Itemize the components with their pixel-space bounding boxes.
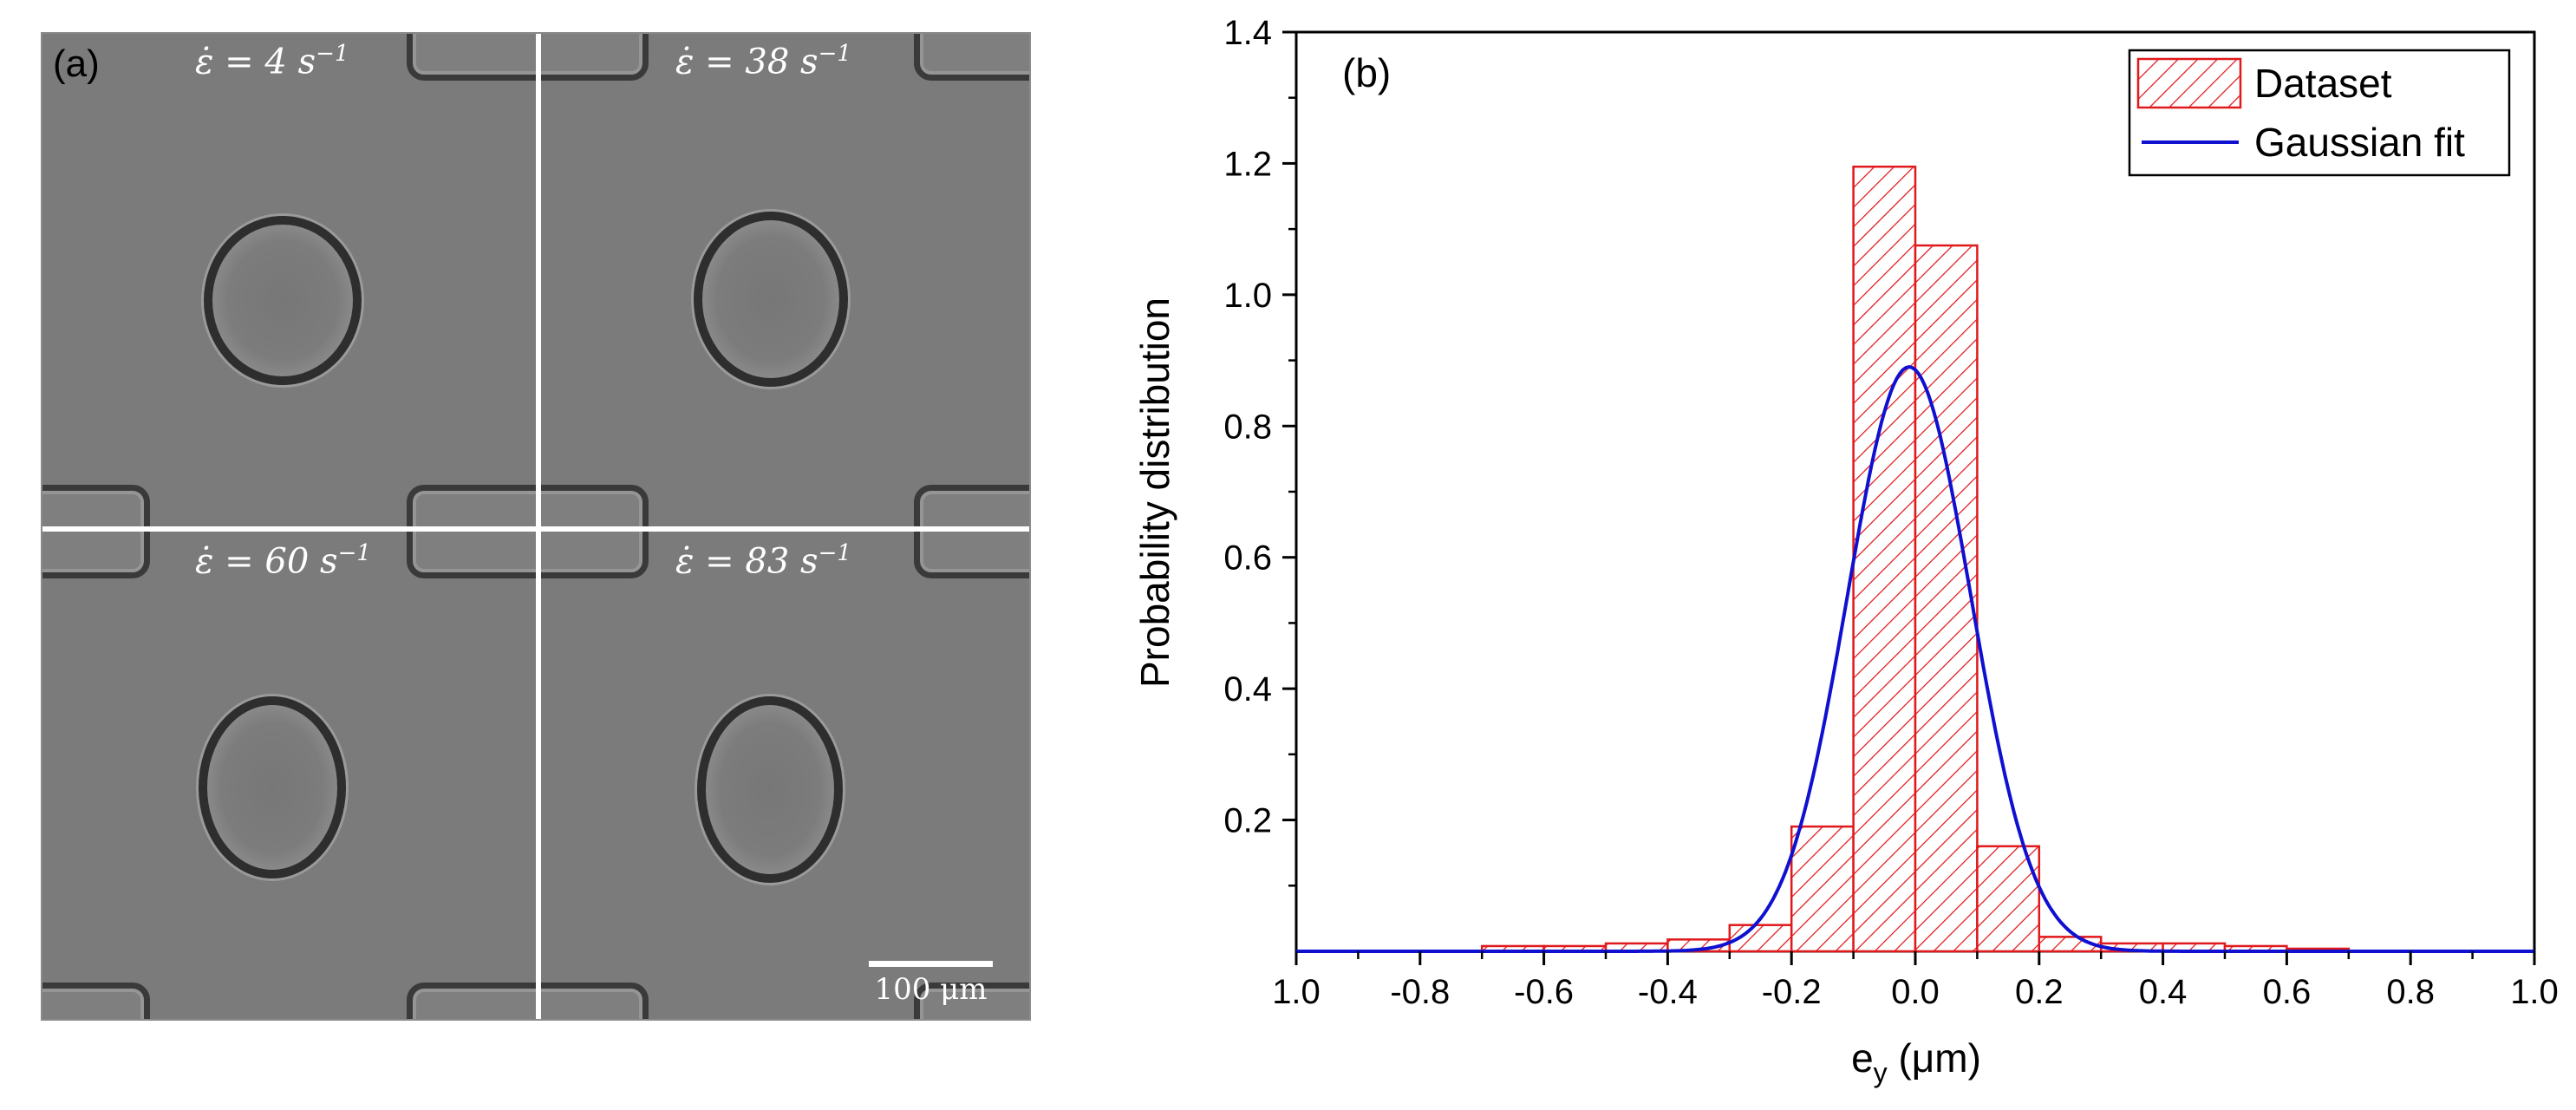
scale-bar	[869, 961, 993, 967]
x-axis-label-unit: (μm)	[1888, 1035, 1981, 1081]
legend-label-dataset: Dataset	[2254, 61, 2392, 106]
pillar	[541, 34, 649, 81]
x-tick-label: 0.6	[2263, 973, 2312, 1011]
x-tick-label: 1.0	[2510, 973, 2559, 1011]
x-tick-label: 0.0	[1891, 973, 1940, 1011]
x-tick-label: -0.6	[1514, 973, 1574, 1011]
pillar	[914, 485, 1029, 527]
strain-rate-label: ε̇ = 4 s−1	[195, 41, 349, 82]
droplet	[199, 696, 346, 878]
x-axis-label-main: e	[1851, 1035, 1874, 1081]
y-tick-label: 1.0	[1223, 277, 1272, 315]
droplet	[694, 212, 848, 387]
droplet	[697, 696, 843, 883]
x-tick-label: 0.4	[2139, 973, 2188, 1011]
pillar	[407, 485, 536, 527]
pillar	[914, 983, 1029, 1019]
histogram-bar	[1852, 165, 1917, 953]
legend-swatch-dataset	[2136, 57, 2242, 109]
pillar	[541, 532, 649, 578]
strain-rate-label: ε̇ = 83 s−1	[675, 540, 851, 582]
panel-a-label: (a)	[53, 42, 100, 85]
pillar	[914, 34, 1029, 81]
pillar	[42, 983, 150, 1019]
panel-divider-horizontal	[42, 526, 1029, 532]
histogram-bar	[1790, 825, 1855, 953]
pillar	[407, 34, 536, 81]
legend: Dataset Gaussian fit	[2128, 49, 2511, 177]
x-tick-label: -0.8	[1390, 973, 1450, 1011]
x-tick-label: 1.0	[1272, 973, 1321, 1011]
panel-b-label: (b)	[1342, 50, 1391, 95]
scale-bar-label: 100 μm	[874, 972, 988, 1007]
pillar	[42, 485, 150, 527]
pillar	[541, 485, 649, 527]
micrograph-cell-2: ε̇ = 38 s−1	[541, 34, 1029, 527]
y-tick-label: 1.2	[1223, 145, 1272, 183]
pillar	[407, 532, 536, 578]
micrograph-cell-1: ε̇ = 4 s−1	[42, 34, 536, 527]
legend-label-gaussian: Gaussian fit	[2254, 120, 2465, 165]
x-axis-label: ey (μm)	[1851, 1035, 1981, 1088]
micrograph-cell-3: ε̇ = 60 s−1	[42, 532, 536, 1019]
x-tick-label: 0.8	[2386, 973, 2435, 1011]
y-tick-label: 1.4	[1223, 14, 1272, 52]
y-axis-label: Probability distribution	[1132, 297, 1177, 688]
x-tick-label: -0.4	[1638, 973, 1698, 1011]
y-tick-label: 0.8	[1223, 408, 1272, 446]
pillar	[407, 983, 536, 1019]
pillar	[541, 983, 649, 1019]
y-tick-label: 0.2	[1223, 802, 1272, 840]
y-tick-label: 0.4	[1223, 670, 1272, 708]
strain-rate-label: ε̇ = 60 s−1	[195, 540, 371, 582]
histogram-bar	[1914, 244, 1979, 953]
micrograph-cell-4: ε̇ = 83 s−1	[541, 532, 1029, 1019]
pillar	[42, 532, 150, 578]
x-axis-label-sub: y	[1874, 1057, 1888, 1088]
gaussian-fit-line	[1296, 365, 2534, 953]
y-tick-label: 0.6	[1223, 539, 1272, 578]
x-tick-label: 0.2	[2015, 973, 2064, 1011]
droplet	[204, 216, 362, 385]
x-tick-label: -0.2	[1762, 973, 1822, 1011]
panel-a-micrographs: ε̇ = 4 s−1 ε̇ = 38 s−1 ε̇ = 60 s−1 ε̇ = …	[41, 32, 1031, 1021]
strain-rate-label: ε̇ = 38 s−1	[675, 41, 851, 82]
pillar	[914, 532, 1029, 578]
